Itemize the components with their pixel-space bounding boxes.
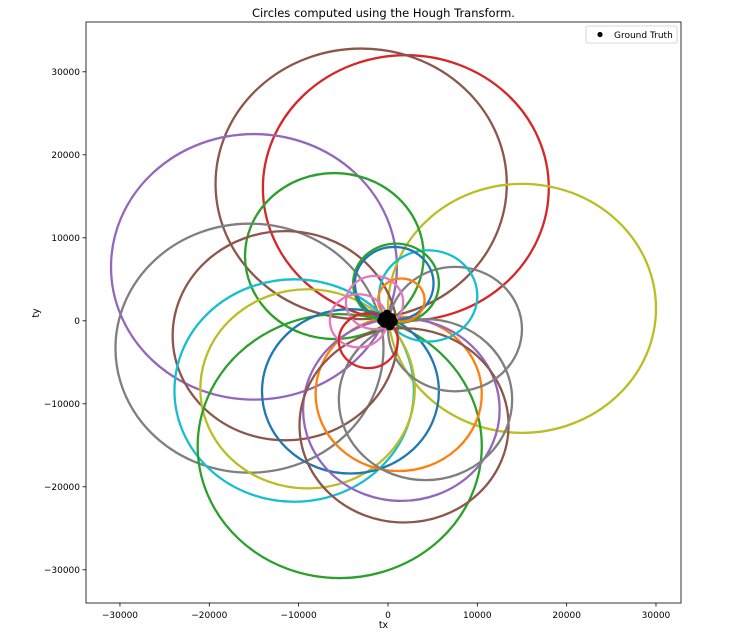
hough-circle-23 [337,312,399,370]
y-tick-label: 0 [74,317,80,327]
y-tick-label: −30000 [44,566,80,576]
x-tick-label: 0 [385,611,391,621]
legend-marker-dot [597,31,603,38]
x-tick-labels: −30000 −20000 −10000 0 10000 20000 30000 [102,611,671,621]
axes-frame [85,21,682,604]
y-tick-label: −20000 [44,483,80,493]
y-tick-label: 20000 [51,151,80,161]
x-axis-label: tx [379,620,389,631]
x-tick-label: −30000 [102,611,138,621]
tick-marks [82,71,657,607]
hough-circle-3 [109,132,399,401]
x-tick-label: 10000 [463,611,492,621]
hough-circle-4 [386,182,658,435]
legend-box [585,25,678,44]
ground-truth-point-7 [382,309,392,319]
x-tick-label: −20000 [191,611,227,621]
x-tick-label: 20000 [552,611,581,621]
hough-circle-5 [243,171,425,341]
legend-label-ground-truth: Ground Truth [614,31,673,41]
y-tick-label: 30000 [51,68,80,78]
y-tick-labels: −30000 −20000 −10000 0 10000 20000 30000 [44,68,80,576]
chart-title: Circles computed using the Hough Transfo… [252,6,515,20]
ground-truth-points [377,309,398,331]
hough-circle-15 [337,317,514,482]
y-axis-label: ty [31,308,42,318]
hough-circle-10 [196,313,483,580]
x-tick-label: −10000 [281,611,317,621]
y-tick-label: −10000 [44,400,80,410]
legend: Ground Truth [585,25,678,44]
x-tick-label: 30000 [642,611,671,621]
ground-truth-point-8 [377,316,387,326]
ground-truth-point-6 [388,317,398,327]
hough-circle-11 [260,308,441,475]
y-tick-label: 10000 [51,234,80,244]
hough-circle-9 [199,288,416,490]
hough-circle-21 [344,274,405,331]
